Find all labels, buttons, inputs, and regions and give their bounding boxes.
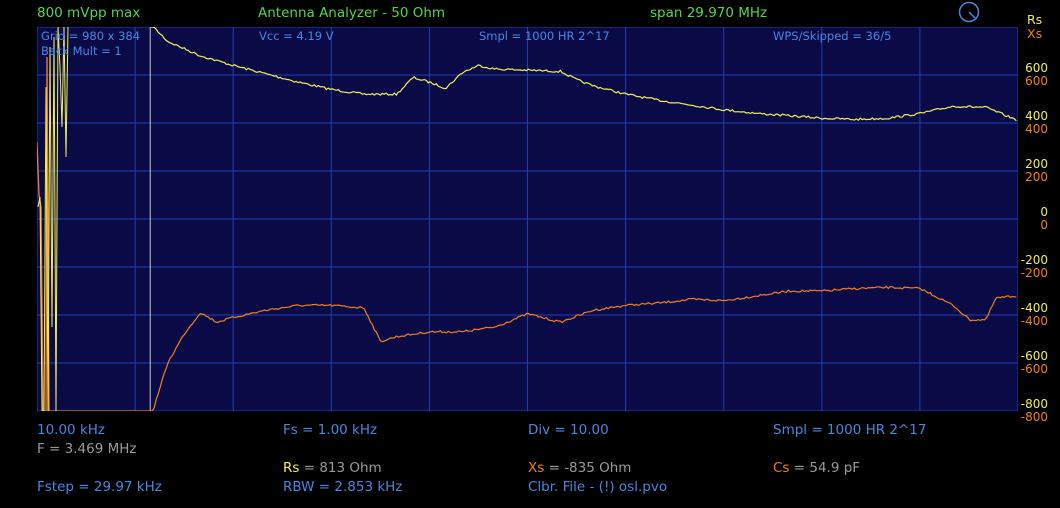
fs-readout: Fs = 1.00 kHz: [283, 422, 378, 438]
back-mult-info: Back Mult = 1: [41, 44, 122, 58]
rs-tick-label: -200: [1020, 253, 1048, 267]
rs-tick-label: -400: [1020, 301, 1048, 315]
rs-tick-label: -600: [1020, 349, 1048, 363]
xs-axis-title: Xs: [1027, 26, 1043, 41]
xs-tick-label: 200: [1025, 170, 1048, 184]
div-readout: Div = 10.00: [528, 422, 609, 438]
xs-tick-label: 0: [1040, 218, 1048, 232]
dial-knob-icon[interactable]: [958, 1, 980, 23]
smpl-readout: Smpl = 1000 HR 2^17: [773, 422, 927, 438]
rs-trace: [150, 27, 1017, 122]
app-title: Antenna Analyzer - 50 Ohm: [258, 5, 446, 21]
plot-area[interactable]: Grid = 980 x 384 Back Mult = 1 Vcc = 4.1…: [37, 27, 1018, 411]
start-frequency: 10.00 kHz: [37, 422, 105, 438]
xs-tick-label: -600: [1020, 362, 1048, 376]
xs-trace: [150, 285, 1017, 411]
xs-tick-label: 400: [1025, 122, 1048, 136]
plot-svg: [37, 27, 1018, 411]
rs-tick-label: 400: [1025, 109, 1048, 123]
cs-readout: Cs = 54.9 pF: [773, 460, 860, 476]
xs-label: Xs: [528, 460, 545, 476]
xs-tick-label: 600: [1025, 74, 1048, 88]
wps-info: WPS/Skipped = 36/5: [773, 29, 892, 43]
fstep-readout: Fstep = 29.97 kHz: [37, 479, 162, 495]
rs-readout: Rs = 813 Ohm: [283, 460, 382, 476]
grid-info: Grid = 980 x 384: [41, 29, 141, 43]
rs-tick-label: 0: [1040, 205, 1048, 219]
xs-tick-label: -200: [1020, 266, 1048, 280]
amplitude-readout: 800 mVpp max: [37, 5, 141, 21]
xs-tick-label: -800: [1020, 410, 1048, 424]
rs-tick-label: -800: [1020, 397, 1048, 411]
cs-label: Cs: [773, 460, 790, 476]
xs-value: = -835 Ohm: [544, 460, 632, 476]
cursor-frequency: F = 3.469 MHz: [37, 441, 137, 457]
rs-axis-title: Rs: [1027, 12, 1043, 27]
cs-value: = 54.9 pF: [789, 460, 861, 476]
xs-tick-label: -400: [1020, 314, 1048, 328]
rs-tick-label: 200: [1025, 157, 1048, 171]
calibration-file: Clbr. File - (!) osl.pvo: [528, 479, 668, 495]
vcc-info: Vcc = 4.19 V: [259, 29, 334, 43]
rs-value: = 813 Ohm: [299, 460, 382, 476]
rs-tick-label: 600: [1025, 61, 1048, 75]
span-readout: span 29.970 MHz: [650, 5, 768, 21]
xs-readout: Xs = -835 Ohm: [528, 460, 631, 476]
rbw-readout: RBW = 2.853 kHz: [283, 479, 403, 495]
rs-label: Rs: [283, 460, 300, 476]
rs-trace-lowband: [37, 27, 69, 411]
smpl-info: Smpl = 1000 HR 2^17: [479, 29, 610, 43]
